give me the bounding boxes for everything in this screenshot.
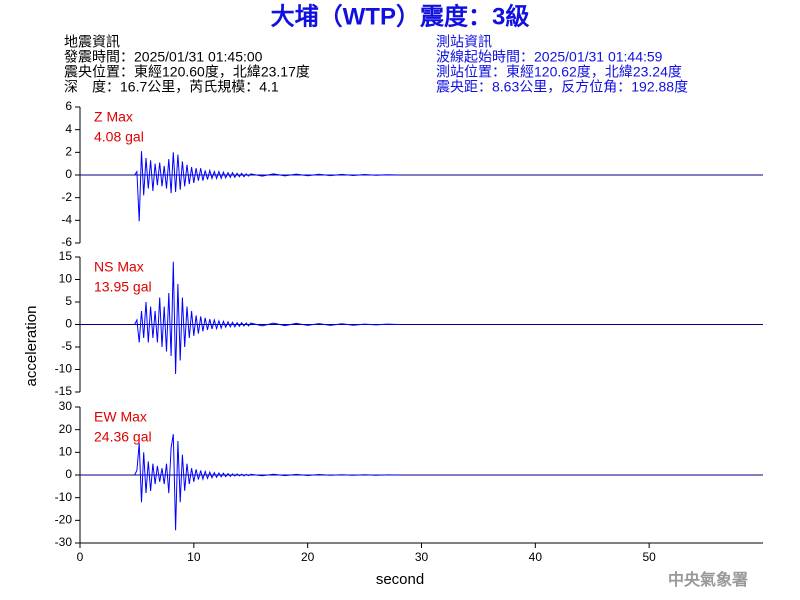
chart-title: 大埔（WTP）震度：3級 <box>271 2 530 30</box>
y-tick-label: -10 <box>55 362 73 376</box>
info-left: 發震時間：2025/01/31 01:45:00 <box>64 49 263 65</box>
y-tick-label: -2 <box>61 190 72 204</box>
y-tick-label: 0 <box>65 317 72 331</box>
y-tick-label: -30 <box>55 535 73 549</box>
info-left: 地震資訊 <box>64 34 120 50</box>
info-right: 測站資訊 <box>436 34 492 50</box>
waveform <box>134 261 399 375</box>
x-tick-label: 30 <box>415 550 429 564</box>
info-right: 震央距：8.63公里，反方位角：192.88度 <box>436 79 688 95</box>
x-tick-label: 40 <box>529 550 543 564</box>
y-tick-label: 0 <box>65 467 72 481</box>
info-left: 震央位置：東經120.60度，北緯23.17度 <box>64 64 310 80</box>
y-tick-label: 30 <box>59 399 73 413</box>
series-name: EW Max <box>94 409 147 425</box>
x-tick-label: 50 <box>642 550 656 564</box>
y-tick-label: -15 <box>55 384 73 398</box>
y-tick-label: 6 <box>65 99 72 113</box>
y-tick-label: -10 <box>55 490 73 504</box>
max-label: 24.36 gal <box>94 429 152 445</box>
waveform <box>134 434 399 531</box>
y-axis-label: acceleration <box>23 306 40 387</box>
y-tick-label: -4 <box>61 213 72 227</box>
y-tick-label: 2 <box>65 145 72 159</box>
y-tick-label: -20 <box>55 513 73 527</box>
x-tick-label: 10 <box>187 550 201 564</box>
y-tick-label: 0 <box>65 167 72 181</box>
x-tick-label: 20 <box>301 550 315 564</box>
waveform <box>134 151 399 222</box>
y-tick-label: 10 <box>59 272 73 286</box>
y-tick-label: 5 <box>65 294 72 308</box>
y-tick-label: 10 <box>59 445 73 459</box>
y-tick-label: 15 <box>59 249 73 263</box>
info-right: 測站位置：東經120.62度，北緯23.24度 <box>436 64 682 80</box>
info-left: 深 度：16.7公里，芮氏規模：4.1 <box>64 79 279 95</box>
y-tick-label: -5 <box>61 339 72 353</box>
max-label: 13.95 gal <box>94 279 152 295</box>
y-tick-label: 20 <box>59 422 73 436</box>
x-axis-label: second <box>376 571 424 588</box>
series-name: Z Max <box>94 109 133 125</box>
x-tick-label: 0 <box>77 550 84 564</box>
info-right: 波線起始時間：2025/01/31 01:44:59 <box>436 49 663 65</box>
max-label: 4.08 gal <box>94 129 144 145</box>
source: 中央氣象署 <box>668 570 748 589</box>
y-tick-label: -6 <box>61 235 72 249</box>
y-tick-label: 4 <box>65 122 72 136</box>
series-name: NS Max <box>94 259 144 275</box>
